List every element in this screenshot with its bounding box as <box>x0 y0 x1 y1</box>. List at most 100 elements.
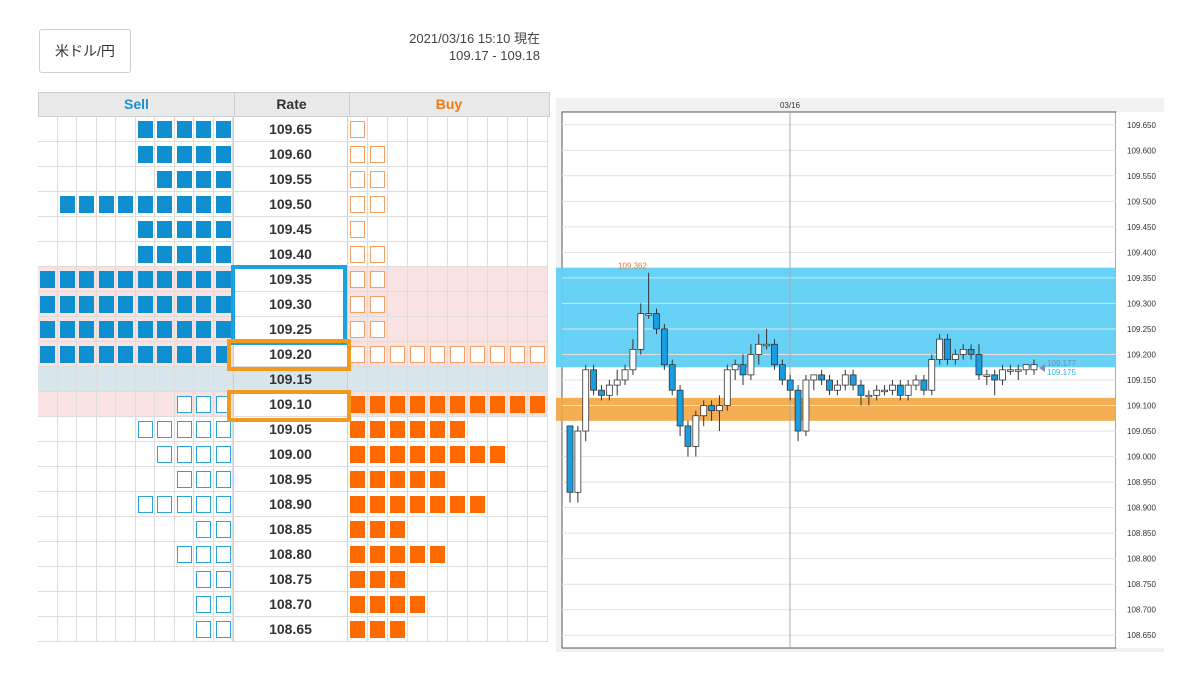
grid-cell <box>135 442 155 467</box>
grid-cell <box>135 192 155 217</box>
grid-cell <box>528 542 548 567</box>
candle-body <box>605 384 613 396</box>
order-book-row: 109.30 <box>38 292 550 317</box>
grid-cell <box>448 292 468 317</box>
grid-cell <box>508 542 528 567</box>
grid-cell <box>488 442 508 467</box>
price-tick-label: 109.300 <box>1127 299 1156 308</box>
grid-cell <box>448 492 468 517</box>
grid-cell <box>508 217 528 242</box>
sell-cells <box>38 167 233 192</box>
grid-cell <box>38 367 58 392</box>
buy-order-block <box>430 396 445 413</box>
grid-cell <box>508 267 528 292</box>
grid-cell <box>368 367 388 392</box>
grid-cell <box>135 142 155 167</box>
buy-order-block <box>370 296 385 313</box>
candle-body <box>928 359 936 391</box>
sell-order-block <box>196 221 211 238</box>
grid-cell <box>116 417 136 442</box>
grid-cell <box>408 417 428 442</box>
sell-order-block <box>157 221 172 238</box>
grid-cell <box>96 592 116 617</box>
grid-cell <box>368 317 388 342</box>
grid-cell <box>77 217 97 242</box>
buy-order-block <box>390 396 405 413</box>
grid-cell <box>194 217 214 242</box>
grid-cell <box>194 142 214 167</box>
sell-cells <box>38 367 233 392</box>
order-book-row: 109.45 <box>38 217 550 242</box>
grid-cell <box>213 367 233 392</box>
grid-cell <box>508 617 528 642</box>
grid-cell <box>388 467 408 492</box>
grid-cell <box>194 167 214 192</box>
buy-order-block <box>450 496 465 513</box>
grid-cell <box>135 492 155 517</box>
sell-order-block <box>176 296 192 313</box>
sell-order-block <box>137 246 153 263</box>
currency-pair-button[interactable]: 米ドル/円 <box>39 29 131 73</box>
candle-body <box>920 379 928 391</box>
sell-order-block <box>98 271 114 288</box>
buy-order-block <box>430 546 445 563</box>
sell-order-block <box>196 546 211 563</box>
buy-order-block <box>430 346 445 363</box>
candle-body <box>739 364 747 376</box>
grid-cell <box>155 342 175 367</box>
candle-body <box>692 415 700 447</box>
grid-cell <box>116 117 136 142</box>
grid-cell <box>408 217 428 242</box>
candle-body <box>684 425 692 447</box>
grid-cell <box>528 267 548 292</box>
candle-body <box>590 369 597 391</box>
grid-cell <box>174 392 194 417</box>
buy-order-block <box>350 396 365 413</box>
sell-order-block <box>157 346 172 363</box>
sell-order-block <box>215 471 231 488</box>
buy-order-block <box>410 346 425 363</box>
buy-order-block <box>410 546 425 563</box>
rate-label: 108.65 <box>233 617 348 642</box>
candle-body <box>849 374 857 386</box>
timestamp: 2021/03/16 15:10 現在 <box>409 31 540 46</box>
grid-cell <box>348 542 368 567</box>
grid-cell <box>116 517 136 542</box>
sell-order-block <box>137 221 153 238</box>
grid-cell <box>448 467 468 492</box>
sell-order-block <box>59 346 75 363</box>
grid-cell <box>194 392 214 417</box>
grid-cell <box>468 617 488 642</box>
sell-line-highlight <box>227 339 351 371</box>
grid-cell <box>348 567 368 592</box>
rate-label: 109.55 <box>233 167 348 192</box>
grid-cell <box>408 592 428 617</box>
grid-cell <box>96 542 116 567</box>
buy-order-block <box>350 296 365 313</box>
grid-cell <box>57 242 77 267</box>
grid-cell <box>96 517 116 542</box>
grid-cell <box>135 467 155 492</box>
price-tick-label: 108.900 <box>1127 504 1156 513</box>
candlestick-chart[interactable]: 109.650 109.600 109.550 109.500 109.450 109.4… <box>556 98 1164 652</box>
buy-order-block <box>410 596 425 613</box>
candle-body <box>967 348 975 355</box>
rate-label: 108.80 <box>233 542 348 567</box>
grid-cell <box>368 467 388 492</box>
buy-order-block <box>390 546 405 563</box>
sell-order-block <box>59 296 75 313</box>
buy-order-block <box>350 121 365 138</box>
grid-cell <box>368 392 388 417</box>
order-book-row: 108.85 <box>38 517 550 542</box>
grid-cell <box>348 267 368 292</box>
grid-cell <box>468 167 488 192</box>
grid-cell <box>428 567 448 592</box>
buy-order-block <box>370 171 385 188</box>
grid-cell <box>488 517 508 542</box>
grid-cell <box>38 292 58 317</box>
grid-cell <box>38 492 58 517</box>
grid-cell <box>57 117 77 142</box>
grid-cell <box>348 617 368 642</box>
grid-cell <box>194 592 214 617</box>
grid-cell <box>38 342 58 367</box>
